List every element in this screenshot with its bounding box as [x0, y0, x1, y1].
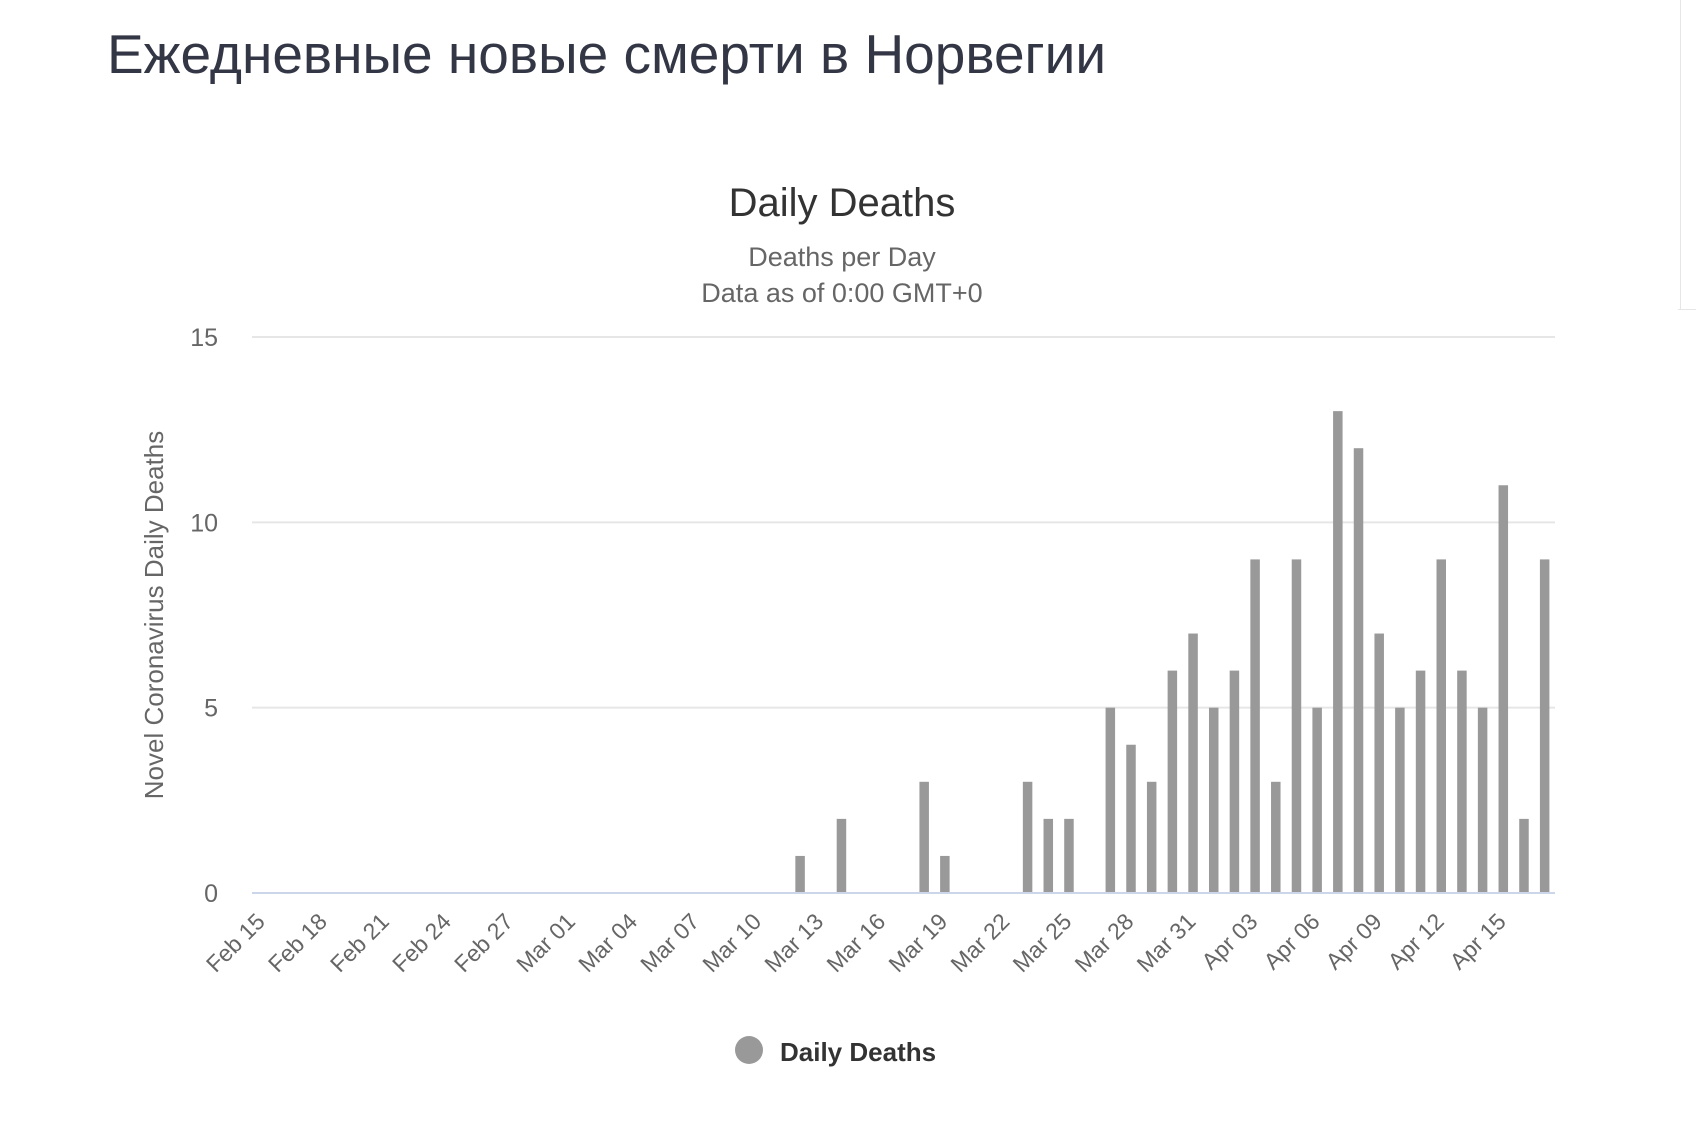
- x-tick-label: Mar 13: [759, 908, 828, 977]
- bar-apr-10[interactable]: [1395, 707, 1405, 893]
- bar-mar-30[interactable]: [1167, 670, 1178, 893]
- y-axis-ticks: 0 5 10 15: [190, 324, 218, 908]
- x-tick-label: Mar 28: [1070, 908, 1139, 977]
- bar-apr-03[interactable]: [1250, 559, 1260, 893]
- y-tick-label: 15: [190, 324, 218, 352]
- bar-apr-06[interactable]: [1312, 707, 1322, 893]
- bar-mar-28[interactable]: [1126, 744, 1136, 893]
- bar-apr-14[interactable]: [1477, 707, 1488, 893]
- page-title: Ежедневные новые смерти в Норвегии: [107, 23, 1107, 85]
- x-tick-label: Feb 27: [449, 908, 518, 977]
- y-tick-label: 10: [190, 509, 218, 537]
- bar-apr-16[interactable]: [1519, 818, 1529, 893]
- bar-mar-12[interactable]: [795, 855, 805, 893]
- bar-mar-23[interactable]: [1022, 781, 1033, 893]
- bar-mar-25[interactable]: [1064, 818, 1074, 893]
- x-tick-label: Mar 22: [945, 908, 1014, 977]
- bar-apr-01[interactable]: [1208, 707, 1219, 893]
- bar-mar-31[interactable]: [1188, 633, 1198, 893]
- x-tick-label: Mar 25: [1007, 908, 1076, 977]
- panel-edge: [1680, 0, 1681, 310]
- bar-mar-18[interactable]: [919, 781, 929, 893]
- chart-title: Daily Deaths: [729, 181, 956, 225]
- x-tick-label: Mar 19: [883, 908, 952, 977]
- bar-apr-09[interactable]: [1374, 633, 1384, 893]
- bar-mar-14[interactable]: [836, 818, 847, 893]
- bar-apr-13[interactable]: [1457, 670, 1467, 893]
- x-tick-label: Apr 03: [1196, 908, 1262, 974]
- bar-apr-02[interactable]: [1229, 670, 1240, 893]
- bar-apr-15[interactable]: [1498, 485, 1509, 893]
- x-tick-label: Feb 21: [325, 908, 394, 977]
- bar-mar-24[interactable]: [1043, 818, 1054, 893]
- bar-apr-11[interactable]: [1415, 670, 1426, 893]
- x-tick-label: Apr 09: [1320, 908, 1386, 974]
- y-tick-label: 5: [204, 695, 218, 723]
- legend-marker[interactable]: [735, 1036, 763, 1064]
- bar-apr-05[interactable]: [1291, 559, 1302, 893]
- x-tick-label: Apr 15: [1445, 908, 1511, 974]
- bar-apr-04[interactable]: [1271, 781, 1281, 893]
- legend[interactable]: Daily Deaths: [735, 1036, 936, 1067]
- x-tick-label: Mar 01: [511, 908, 580, 977]
- bar-mar-29[interactable]: [1146, 781, 1157, 893]
- x-tick-label: Mar 16: [821, 908, 890, 977]
- bar-apr-07[interactable]: [1333, 411, 1343, 893]
- bar-apr-12[interactable]: [1436, 559, 1446, 893]
- legend-label[interactable]: Daily Deaths: [780, 1037, 936, 1067]
- x-tick-label: Mar 04: [573, 908, 642, 977]
- x-tick-label: Feb 24: [387, 908, 456, 977]
- x-tick-label: Apr 06: [1258, 908, 1324, 974]
- y-tick-label: 0: [204, 880, 218, 908]
- chart-subtitle-line-2: Data as of 0:00 GMT+0: [701, 278, 982, 308]
- x-tick-label: Feb 15: [201, 908, 270, 977]
- x-tick-label: Mar 10: [697, 908, 766, 977]
- chart-subtitle-line-1: Deaths per Day: [748, 242, 936, 272]
- x-tick-label: Mar 07: [635, 908, 704, 977]
- bar-apr-17[interactable]: [1539, 559, 1550, 893]
- bars: [795, 411, 1550, 893]
- x-tick-label: Apr 12: [1382, 908, 1448, 974]
- x-tick-label: Mar 31: [1132, 908, 1201, 977]
- bar-mar-19[interactable]: [940, 855, 950, 893]
- bar-mar-27[interactable]: [1105, 707, 1116, 893]
- panel-edge-foot: [1678, 309, 1696, 310]
- y-axis-label: Novel Coronavirus Daily Deaths: [139, 431, 169, 799]
- x-tick-label: Feb 18: [263, 908, 332, 977]
- bar-apr-08[interactable]: [1353, 448, 1364, 893]
